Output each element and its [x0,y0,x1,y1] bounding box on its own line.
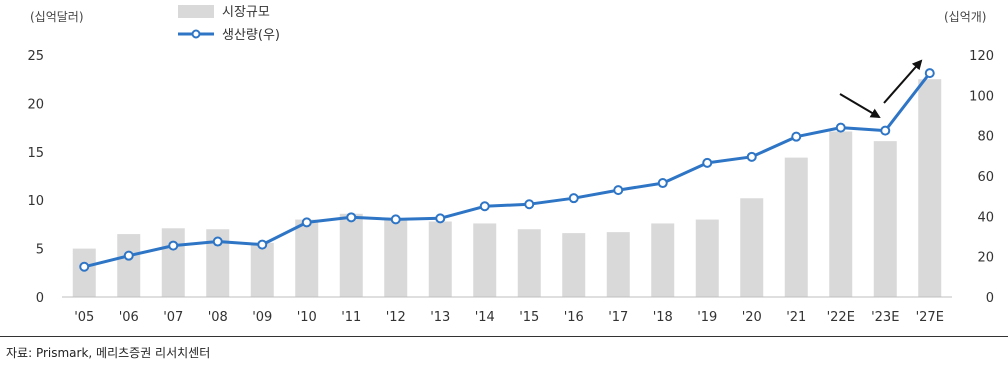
line-point [570,194,578,202]
line-point [659,179,667,187]
bar [874,141,897,297]
line-point [481,202,489,210]
left-tick-label: 10 [27,194,44,209]
line-point [169,242,177,250]
x-tick-label: '06 [119,310,139,325]
left-tick-label: 0 [36,291,44,306]
x-tick-label: '15 [519,310,539,325]
right-tick-label: 80 [977,130,994,145]
legend-bar-swatch [178,5,214,18]
line-point [125,252,133,260]
annotation-arrow-up [884,61,921,103]
x-tick-label: '10 [297,310,317,325]
x-tick-label: '07 [163,310,183,325]
bar-series [73,79,942,297]
line-point [792,133,800,141]
x-tick-label: '13 [430,310,450,325]
right-axis-ticks: 0 20 40 60 80 100 120 [969,49,994,306]
bar [117,234,140,297]
right-axis-unit: (십억개) [944,10,986,24]
bar [429,221,452,297]
x-tick-label: '20 [742,310,762,325]
bar [607,232,630,297]
line-point [837,124,845,132]
bar [340,214,363,297]
x-axis-ticks: '05 '06 '07 '08 '09 '10 '11 '12 '13 '14 '15 '16 '17 '… [74,310,944,325]
bar [295,220,318,297]
right-tick-label: 0 [986,291,994,306]
left-tick-label: 15 [27,146,44,161]
bar [651,223,674,297]
line-point [258,241,266,249]
left-tick-label: 25 [27,49,44,64]
x-tick-label: '18 [653,310,673,325]
right-tick-label: 100 [969,89,994,104]
bar [384,219,407,297]
left-axis-unit: (십억달러) [30,10,84,24]
legend: 시장규모 생산량(우) [178,5,280,43]
right-tick-label: 60 [977,170,994,185]
right-tick-label: 40 [977,210,994,225]
line-point [436,214,444,222]
annotation-arrow-down [840,94,879,117]
x-tick-label: '17 [608,310,628,325]
x-tick-label: '16 [564,310,584,325]
chart: (십억달러) (십억개) 시장규모 생산량(우) 0 5 10 15 20 25 0 20 4… [0,0,1008,336]
bar [829,131,852,297]
x-tick-label: '14 [475,310,495,325]
line-point [525,200,533,208]
bar [73,249,96,297]
bar [162,228,185,297]
left-tick-label: 5 [36,243,44,258]
x-tick-label: '12 [386,310,406,325]
line-point [347,213,355,221]
bar [518,229,541,297]
right-tick-label: 120 [969,49,994,64]
line-point [392,215,400,223]
x-tick-label: '27E [916,310,944,325]
line-point [214,238,222,246]
bar [251,243,274,297]
left-tick-label: 20 [27,97,44,112]
bar [918,79,941,297]
x-tick-label: '11 [341,310,361,325]
line-point [614,186,622,194]
x-tick-label: '23E [871,310,899,325]
legend-line-marker [193,31,200,38]
line-point [703,159,711,167]
line-point [80,263,88,271]
legend-line-label: 생산량(우) [222,28,280,43]
x-tick-label: '05 [74,310,94,325]
x-tick-label: '08 [208,310,228,325]
bar [696,220,719,297]
bar [785,158,808,297]
legend-bar-label: 시장규모 [222,5,270,20]
x-tick-label: '22E [827,310,855,325]
line-point [303,218,311,226]
line-point [881,127,889,135]
source-note: 자료: Prismark, 메리츠증권 리서치센터 [6,344,210,361]
line-point [748,153,756,161]
bar [473,223,496,297]
right-tick-label: 20 [977,251,994,266]
x-tick-label: '09 [252,310,272,325]
source-divider [0,336,1008,337]
left-axis-ticks: 0 5 10 15 20 25 [27,49,44,306]
bar [740,198,763,297]
bar [562,233,585,297]
x-tick-label: '19 [697,310,717,325]
line-point [926,69,934,77]
x-tick-label: '21 [786,310,806,325]
